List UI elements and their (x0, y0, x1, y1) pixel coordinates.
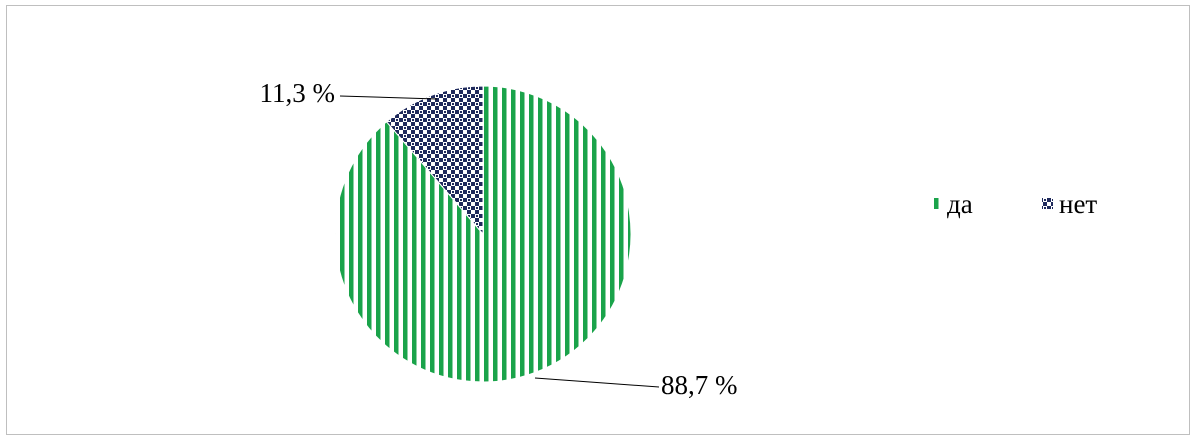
leader-line-da (534, 377, 660, 388)
chart-frame: 88,7 % 11,3 % да нет (6, 5, 1190, 435)
data-label-net: 11,3 % (260, 78, 336, 108)
legend-label-net: нет (1059, 189, 1097, 219)
legend-swatch-net (1042, 198, 1053, 209)
legend-swatch-da (930, 198, 941, 209)
legend-label-da: да (947, 189, 973, 219)
legend-entry-da: да (930, 189, 973, 219)
leader-lines (339, 95, 660, 388)
leader-line-net (339, 95, 438, 100)
legend-entry-net: нет (1042, 189, 1097, 219)
pie-chart: 88,7 % 11,3 % да нет (260, 78, 1098, 400)
pie-slice-net (385, 85, 484, 236)
pie-slices (334, 85, 632, 383)
legend: да нет (930, 189, 1097, 219)
data-label-da: 88,7 % (661, 370, 738, 400)
data-labels: 88,7 % 11,3 % (260, 78, 738, 400)
